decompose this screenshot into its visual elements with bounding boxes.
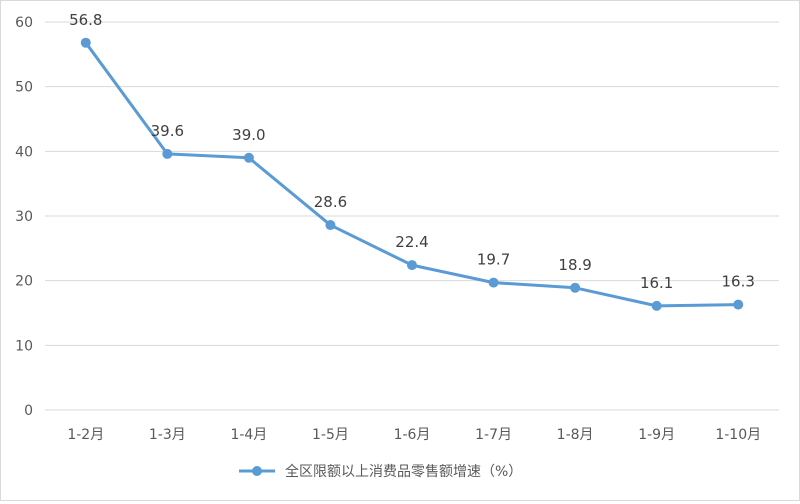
x-axis-tick-labels: 1-2月 1-3月 1-4月 1-5月 1-6月 1-7月 1-8月 1-9月 1-10月 bbox=[67, 427, 761, 443]
data-point bbox=[80, 37, 91, 48]
y-tick-label: 10 bbox=[15, 338, 33, 354]
legend-marker bbox=[252, 466, 262, 476]
data-label: 22.4 bbox=[395, 233, 428, 251]
data-point bbox=[733, 299, 744, 310]
legend-label: 全区限额以上消费品零售额增速（%） bbox=[285, 463, 522, 480]
data-point bbox=[651, 300, 662, 311]
data-label: 16.1 bbox=[640, 274, 673, 292]
x-tick-label: 1-5月 bbox=[312, 427, 349, 443]
data-label: 39.0 bbox=[232, 126, 265, 144]
x-tick-label: 1-7月 bbox=[475, 427, 512, 443]
data-label: 18.9 bbox=[558, 256, 591, 274]
x-tick-label: 1-2月 bbox=[67, 427, 104, 443]
data-points-layer bbox=[80, 37, 744, 311]
y-axis-tick-labels: 0 10 20 30 40 50 60 bbox=[15, 15, 33, 419]
data-point bbox=[325, 220, 336, 231]
data-point bbox=[243, 152, 254, 163]
y-tick-label: 30 bbox=[15, 209, 33, 225]
x-tick-label: 1-6月 bbox=[394, 427, 431, 443]
x-tick-label: 1-3月 bbox=[149, 427, 186, 443]
data-label: 39.6 bbox=[151, 122, 184, 140]
x-tick-label: 1-4月 bbox=[230, 427, 267, 443]
y-tick-label: 60 bbox=[15, 15, 33, 31]
data-labels-layer: 56.8 39.6 39.0 28.6 22.4 19.7 18.9 16.1 16.3 bbox=[69, 11, 755, 292]
data-point bbox=[162, 148, 173, 159]
x-tick-label: 1-8月 bbox=[557, 427, 594, 443]
y-tick-label: 0 bbox=[24, 403, 33, 419]
data-label: 16.3 bbox=[722, 273, 755, 291]
data-point bbox=[488, 277, 499, 288]
data-label: 56.8 bbox=[69, 11, 102, 29]
data-point bbox=[407, 260, 417, 271]
data-point bbox=[570, 282, 581, 293]
gridlines bbox=[45, 21, 779, 411]
y-tick-label: 50 bbox=[15, 80, 33, 96]
x-tick-label: 1-9月 bbox=[638, 427, 675, 443]
data-label: 19.7 bbox=[477, 251, 510, 269]
y-tick-label: 20 bbox=[15, 274, 33, 290]
data-label: 28.6 bbox=[314, 193, 347, 211]
x-tick-label: 1-10月 bbox=[715, 427, 761, 443]
legend: 全区限额以上消费品零售额增速（%） bbox=[239, 463, 522, 480]
y-tick-label: 40 bbox=[15, 144, 33, 160]
